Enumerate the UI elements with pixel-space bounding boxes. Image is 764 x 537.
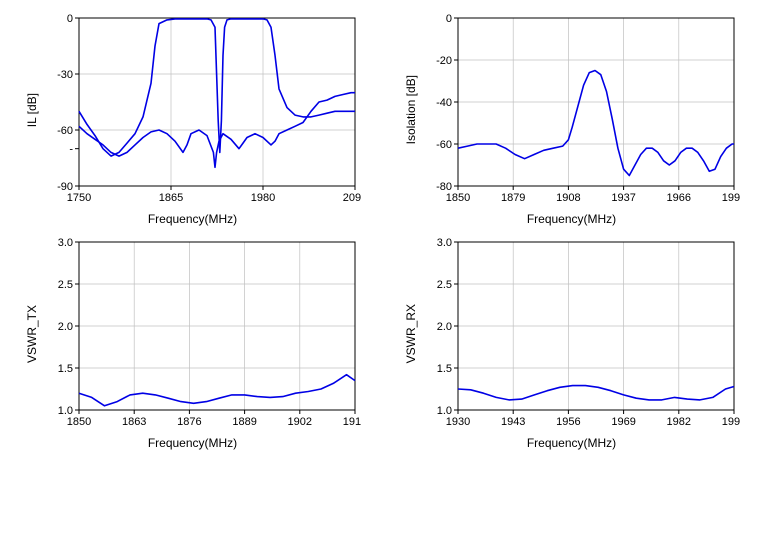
svg-text:1930: 1930 xyxy=(445,416,469,428)
chart-svg: 1850 1879 1908 1937 1966 1995 -80 -60 -40 -20 0 xyxy=(420,10,740,210)
chart-panel-vswr_rx: VSWR_RX 1930 1943 1956 1969 1982 1995 1.0 1.5 2.0… xyxy=(389,234,754,450)
x-axis-label: Frequency(MHz) xyxy=(148,212,237,226)
svg-text:1995: 1995 xyxy=(721,416,739,428)
svg-text:1879: 1879 xyxy=(500,192,524,204)
svg-text:2.5: 2.5 xyxy=(57,279,72,291)
svg-text:3.0: 3.0 xyxy=(436,237,451,249)
chart-svg: 1930 1943 1956 1969 1982 1995 1.0 1.5 2.0 2.5 3.0 xyxy=(420,234,740,434)
svg-text:1876: 1876 xyxy=(177,416,201,428)
svg-text:0: 0 xyxy=(445,13,451,25)
svg-text:3.0: 3.0 xyxy=(57,237,72,249)
y-axis-label: VSWR_RX xyxy=(404,304,418,363)
svg-text:-80: -80 xyxy=(436,181,452,193)
svg-text:1750: 1750 xyxy=(66,192,90,204)
y-axis-label: Isolation [dB] xyxy=(404,75,418,144)
chart-grid: IL [dB] 1750 1865 1980 2095 -90 -60 - -30 0 Freque… xyxy=(10,10,754,450)
svg-text:1995: 1995 xyxy=(721,192,739,204)
svg-text:1908: 1908 xyxy=(556,192,580,204)
svg-text:2095: 2095 xyxy=(342,192,360,204)
x-axis-label: Frequency(MHz) xyxy=(527,212,616,226)
chart-panel-isolation: Isolation [dB] 1850 1879 1908 1937 1966 1995 -8… xyxy=(389,10,754,226)
chart-svg: 1850 1863 1876 1889 1902 1915 1.0 1.5 2.0 2.5 3.0 xyxy=(41,234,361,434)
svg-text:1865: 1865 xyxy=(158,192,182,204)
svg-text:1956: 1956 xyxy=(556,416,580,428)
svg-text:2.5: 2.5 xyxy=(436,279,451,291)
svg-text:1902: 1902 xyxy=(287,416,311,428)
svg-text:1850: 1850 xyxy=(66,416,90,428)
svg-text:-40: -40 xyxy=(436,97,452,109)
svg-text:1915: 1915 xyxy=(342,416,360,428)
svg-text:-: - xyxy=(69,144,73,156)
x-axis-label: Frequency(MHz) xyxy=(148,436,237,450)
svg-text:1863: 1863 xyxy=(121,416,145,428)
y-axis-label: IL [dB] xyxy=(25,93,39,127)
chart-panel-vswr_tx: VSWR_TX 1850 1863 1876 1889 1902 1915 1.0 1.5 2.0… xyxy=(10,234,375,450)
svg-text:1937: 1937 xyxy=(611,192,635,204)
svg-text:1.0: 1.0 xyxy=(436,405,451,417)
svg-text:-30: -30 xyxy=(57,69,73,81)
svg-text:2.0: 2.0 xyxy=(436,321,451,333)
chart-svg: 1750 1865 1980 2095 -90 -60 - -30 0 xyxy=(41,10,361,210)
svg-text:1980: 1980 xyxy=(250,192,274,204)
svg-text:-20: -20 xyxy=(436,55,452,67)
y-axis-label: VSWR_TX xyxy=(25,305,39,363)
x-axis-label: Frequency(MHz) xyxy=(527,436,616,450)
svg-text:1889: 1889 xyxy=(232,416,256,428)
svg-text:1.5: 1.5 xyxy=(436,363,451,375)
svg-text:1969: 1969 xyxy=(611,416,635,428)
svg-text:-60: -60 xyxy=(57,125,73,137)
svg-text:-60: -60 xyxy=(436,139,452,151)
svg-text:1943: 1943 xyxy=(500,416,524,428)
svg-text:2.0: 2.0 xyxy=(57,321,72,333)
svg-text:-90: -90 xyxy=(57,181,73,193)
svg-text:1.0: 1.0 xyxy=(57,405,72,417)
chart-panel-il: IL [dB] 1750 1865 1980 2095 -90 -60 - -30 0 Freque… xyxy=(10,10,375,226)
svg-text:1982: 1982 xyxy=(666,416,690,428)
svg-text:1966: 1966 xyxy=(666,192,690,204)
svg-text:1850: 1850 xyxy=(445,192,469,204)
svg-text:0: 0 xyxy=(66,13,72,25)
svg-text:1.5: 1.5 xyxy=(57,363,72,375)
